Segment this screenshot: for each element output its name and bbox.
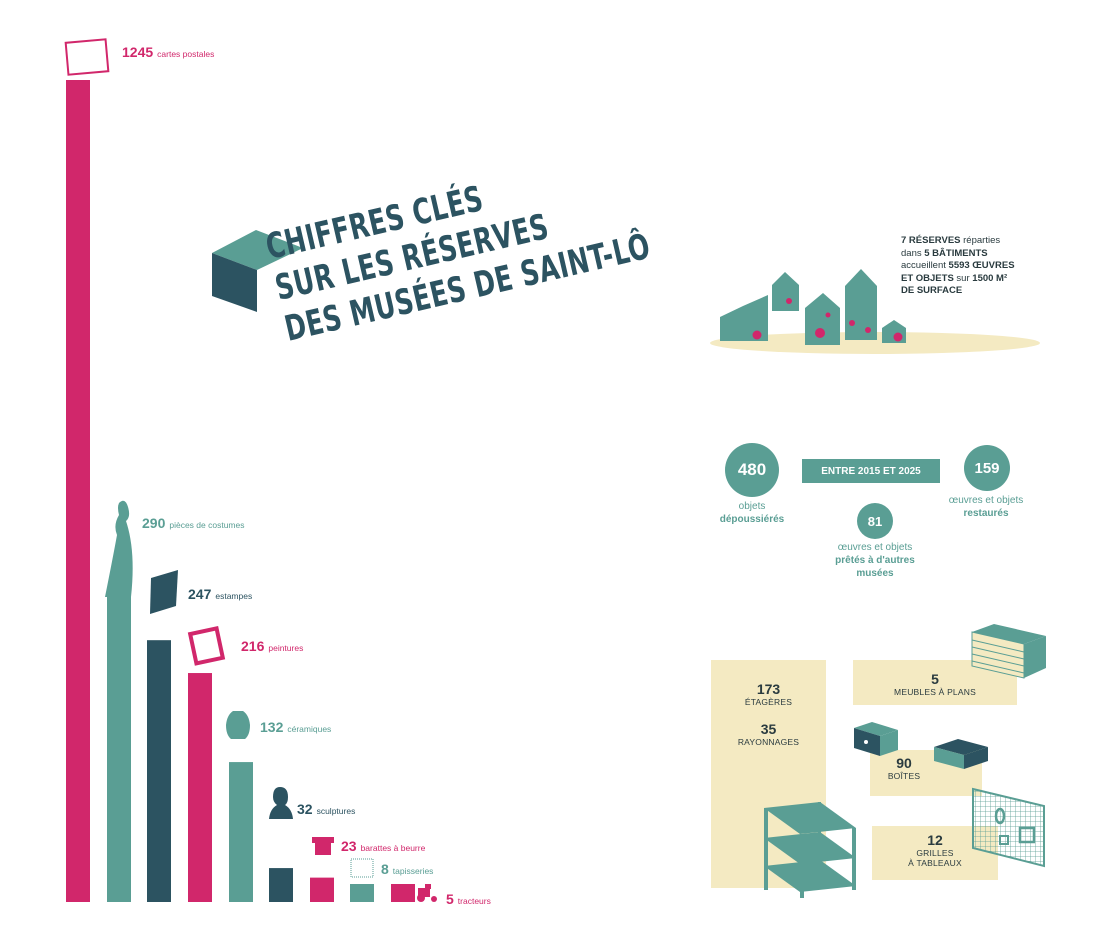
- bust-icon: [269, 787, 293, 819]
- bar-label-text: sculptures: [316, 806, 356, 816]
- lent-circle: 81: [857, 503, 893, 539]
- boxes-stat: 90 BOÎTES: [887, 755, 921, 781]
- bar-label-number: 1245: [122, 44, 154, 60]
- bar-label: 132 céramiques: [260, 719, 331, 737]
- painting-grid-icon: [972, 787, 1045, 868]
- bar-label-number: 247: [188, 586, 212, 602]
- bar-label-number: 23: [341, 838, 357, 854]
- churn-icon: [312, 837, 334, 855]
- grids-stat: 12 GRILLES À TABLEAUX: [908, 832, 962, 868]
- bar-label-number: 32: [297, 801, 313, 817]
- period-banner: ENTRE 2015 ET 2025: [802, 459, 940, 483]
- bar-label: 247 estampes: [188, 586, 252, 604]
- bar-label: 5 tracteurs: [446, 891, 491, 909]
- bar-label-text: céramiques: [287, 724, 332, 734]
- print-icon: [150, 570, 178, 614]
- bar-c-ramiques: [229, 762, 253, 902]
- box-icon: [854, 722, 898, 756]
- bar-label-text: cartes postales: [157, 49, 215, 59]
- bar-tapisseries: [350, 884, 374, 902]
- restored-label: œuvres et objets restaurés: [948, 495, 1024, 519]
- shelves-stat: 173 ÉTAGÈRES 35 RAYONNAGES: [737, 681, 800, 747]
- bar-cartes-postales: [66, 80, 90, 902]
- bar-label-text: estampes: [215, 591, 253, 601]
- bar-label-text: peintures: [268, 643, 304, 653]
- bar-label-number: 8: [381, 861, 389, 877]
- bar-label: 8 tapisseries: [381, 861, 433, 879]
- vase-icon: [226, 711, 250, 739]
- bar-tracteurs: [391, 884, 415, 902]
- bar-label-text: barattes à beurre: [360, 843, 426, 853]
- bar-pi-ces-de-costumes: [107, 594, 131, 902]
- reserves-text: 7 RÉSERVES réparties dans 5 BÂTIMENTS ac…: [901, 235, 1015, 296]
- restored-circle: 159: [964, 445, 1010, 491]
- bar-label: 23 barattes à beurre: [341, 838, 425, 856]
- bar-label: 1245 cartes postales: [122, 44, 214, 62]
- bar-label-text: pièces de costumes: [169, 520, 245, 530]
- buildings-illustration: [710, 269, 1040, 354]
- tractor-icon: [417, 884, 437, 902]
- bar-label-text: tapisseries: [392, 866, 434, 876]
- cube-icon: [212, 230, 303, 312]
- bar-label: 32 sculptures: [297, 801, 355, 819]
- dusted-label: objets dépoussiérés: [719, 501, 785, 525]
- bar-label-number: 132: [260, 719, 284, 735]
- box-icon-2: [934, 739, 988, 769]
- frame-icon: [187, 626, 226, 666]
- lent-label: œuvres et objets prêtés à d'autres musées: [835, 542, 915, 579]
- bar-label-number: 5: [446, 891, 454, 907]
- dress-figure-icon: [105, 500, 133, 597]
- plan-cabinet-icon: [971, 624, 1046, 679]
- tapestry-icon: [350, 858, 374, 878]
- bar-estampes: [147, 640, 171, 902]
- dusted-circle: 480: [725, 443, 779, 497]
- bar-barattes-beurre: [310, 877, 334, 902]
- bar-peintures: [188, 673, 212, 902]
- bar-label: 290 pièces de costumes: [142, 515, 244, 533]
- postcard-icon: [64, 38, 110, 76]
- bar-label: 216 peintures: [241, 638, 303, 656]
- plans-stat: 5 MEUBLES À PLANS: [894, 671, 976, 697]
- bar-label-text: tracteurs: [457, 896, 491, 906]
- bar-label-number: 290: [142, 515, 166, 531]
- bar-label-number: 216: [241, 638, 265, 654]
- collection-bar-chart: [64, 38, 437, 902]
- shelving-icon: [764, 802, 856, 898]
- bar-sculptures: [269, 868, 293, 902]
